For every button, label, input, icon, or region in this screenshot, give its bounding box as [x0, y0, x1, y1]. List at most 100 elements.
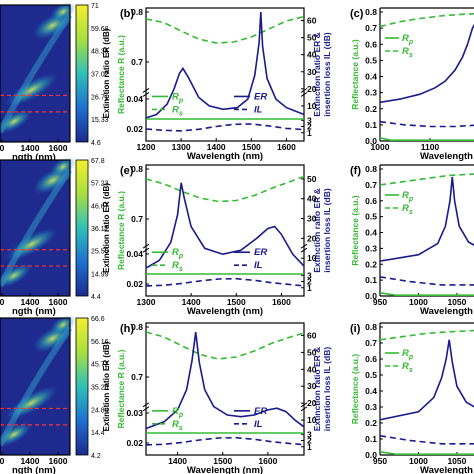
colorbar-tick-label: 45.72: [91, 362, 109, 369]
heatmap-hotspot: [50, 2, 76, 22]
y-tick-label: 0.8: [365, 322, 377, 332]
axis-break-right: [300, 402, 308, 412]
colorbar-tick-label: 71: [91, 3, 99, 10]
line-panel-cropped: [379, 164, 474, 297]
y-tick-label: 0.6: [365, 196, 377, 206]
series-line-er: [145, 182, 305, 269]
legend-label: IL: [254, 260, 263, 271]
heatmap-panel: [0, 156, 89, 297]
right-top-tick-label: 40: [307, 50, 317, 60]
legend-label: Rs: [172, 260, 183, 273]
left-top-tick-label: 0.7: [131, 372, 143, 382]
axis-break-left: [142, 243, 150, 253]
legend-label: Rs: [402, 203, 413, 216]
legend-label: IL: [254, 419, 263, 430]
right-bottom-tick-label: 3: [307, 429, 312, 439]
y-tick-label: 0.1: [365, 120, 377, 130]
y-tick-label: 0.5: [365, 370, 377, 380]
y-tick-label: 0.2: [365, 104, 377, 114]
legend-label: Rp: [402, 348, 414, 361]
colorbar: [75, 159, 89, 297]
legend-label: Rp: [172, 406, 184, 419]
right-y-axis-label: Extinction ratio ER &insertion loss IL (…: [312, 347, 332, 432]
right-top-tick-label: 10: [307, 415, 317, 425]
legend-label: ER: [254, 91, 267, 102]
axis-break-left: [142, 402, 150, 412]
panel-letter: (h): [120, 323, 134, 335]
right-top-tick-label: 20: [307, 84, 317, 94]
x-tick-label: 1400: [182, 297, 201, 307]
y-tick-label: 0.6: [365, 39, 377, 49]
y-axis-label: Reflectance (a.u.): [350, 195, 360, 266]
right-bottom-tick-label: 2: [307, 277, 312, 287]
series-line: [379, 451, 474, 456]
x-tick-label: 950: [373, 456, 387, 466]
heatmap-frame: [0, 159, 71, 297]
right-bottom-tick-label: 1: [307, 442, 312, 452]
x-tick-label: 1100: [421, 142, 440, 152]
x-tick-label: 1500: [227, 297, 246, 307]
left-y-axis-label: Reflectance R (a.u.): [116, 191, 126, 270]
colorbar-title: Extinction ratio ER (dB): [102, 28, 111, 118]
panel-letter: (b): [120, 8, 134, 20]
left-y-axis-label: Reflectance R (a.u.): [116, 35, 126, 114]
plot-frame: [145, 322, 305, 456]
left-bottom-tick-label: 0.02: [126, 438, 143, 448]
x-tick-label: 1000: [409, 456, 428, 466]
y-tick-label: 0.6: [365, 354, 377, 364]
colorbar-tick-label: 59.68: [91, 26, 109, 33]
heatmap-hotspot: [0, 109, 32, 134]
left-bottom-tick-label: 0.03: [126, 408, 143, 418]
heatmap-hotspot: [50, 156, 76, 177]
right-bottom-tick-label: 3: [307, 115, 312, 125]
x-axis-label: ngth (nm): [12, 465, 56, 474]
left-top-tick-label: 0.8: [131, 322, 143, 332]
colorbar-tick-label: 46.67: [91, 203, 109, 210]
y-axis-label: Reflectance (a.u.): [350, 39, 360, 110]
x-tick-label: 1600: [49, 456, 68, 466]
series-line: [379, 329, 474, 341]
x-axis-label: ngth (nm): [12, 152, 56, 163]
x-tick-label: 1600: [49, 297, 68, 307]
colorbar-tick-label: 66.6: [91, 316, 105, 323]
left-bottom-tick-label: 0.04: [126, 249, 143, 259]
line-panel: Extinction ratio ER &insertion loss IL (…: [142, 7, 332, 142]
y-tick-label: 0.0: [365, 450, 377, 460]
series-line: [379, 276, 474, 286]
y-tick-label: 0.0: [365, 291, 377, 301]
x-tick-label: 0: [0, 143, 5, 153]
right-top-tick-label: 50: [307, 347, 317, 357]
colorbar-tick-label: 35.28: [91, 385, 109, 392]
x-tick-label: 1400: [21, 143, 40, 153]
right-top-tick-label: 30: [307, 214, 317, 224]
x-tick-label: 1400: [207, 142, 226, 152]
right-top-tick-label: 30: [307, 381, 317, 391]
heatmap-hotspot: [0, 422, 32, 447]
heatmap-frame: [0, 317, 71, 456]
y-tick-label: 0.3: [365, 88, 377, 98]
series-line: [379, 13, 474, 28]
panel-letter: (i): [350, 323, 361, 335]
left-top-tick-label: 0.7: [131, 57, 143, 67]
left-bottom-tick-label: 0.04: [126, 94, 143, 104]
heatmap-ridge: [0, 326, 73, 447]
left-top-tick-label: 0.7: [131, 214, 143, 224]
colorbar-tick-label: 25.55: [91, 249, 109, 256]
line-panel: Extinction ratio ER &insertion loss IL (…: [142, 322, 332, 456]
line-panel-cropped: [379, 322, 474, 456]
colorbar: [75, 4, 89, 143]
series-line-il: [145, 277, 305, 287]
heatmap-hotspot: [5, 73, 58, 107]
legend-label: Rs: [402, 361, 413, 374]
right-top-tick-label: 20: [307, 233, 317, 243]
colorbar-tick-label: 4.4: [91, 294, 101, 301]
plot-frame: [145, 164, 305, 297]
series-line: [379, 23, 474, 104]
series-line-rp: [145, 331, 305, 360]
x-tick-label: 1600: [272, 297, 291, 307]
y-tick-label: 0.7: [365, 23, 377, 33]
heatmap-ridge: [0, 168, 73, 288]
axis-break-right: [300, 243, 308, 253]
y-tick-label: 0.5: [365, 212, 377, 222]
heatmap-panel: [0, 2, 89, 143]
